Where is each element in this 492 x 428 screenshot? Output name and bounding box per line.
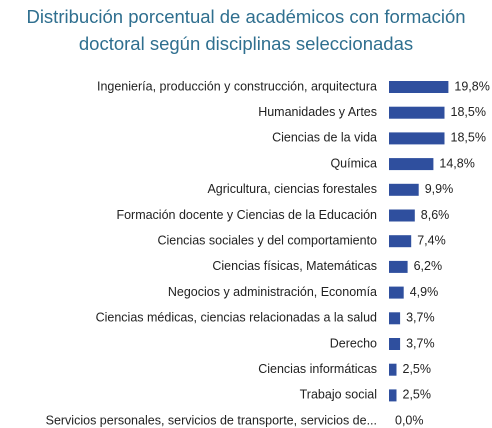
bar: [389, 209, 415, 222]
bar: [389, 81, 449, 93]
value-label: 6,2%: [414, 259, 443, 273]
bar: [389, 312, 401, 325]
value-label: 9,9%: [425, 182, 454, 196]
value-label: 3,7%: [406, 336, 435, 350]
bar: [389, 106, 445, 119]
category-label: Ciencias físicas, Matemáticas: [212, 259, 377, 273]
category-label: Derecho: [330, 336, 377, 350]
category-label: Ingeniería, producción y construcción, a…: [97, 79, 377, 93]
chart-title: doctoral según disciplinas seleccionadas: [79, 33, 413, 54]
category-label: Ciencias informáticas: [258, 362, 377, 376]
value-label: 7,4%: [417, 233, 446, 247]
category-label: Ciencias de la vida: [272, 131, 377, 145]
category-label: Química: [330, 156, 377, 170]
category-label: Ciencias médicas, ciencias relacionadas …: [96, 311, 377, 325]
value-label: 14,8%: [439, 156, 474, 170]
value-label: 2,5%: [403, 388, 432, 402]
chart-title: Distribución porcentual de académicos co…: [26, 6, 465, 27]
bar: [389, 235, 412, 248]
value-label: 19,8%: [454, 79, 489, 93]
category-label: Negocios y administración, Economía: [168, 285, 377, 299]
bar: [389, 132, 445, 145]
value-label: 3,7%: [406, 311, 435, 325]
category-label: Ciencias sociales y del comportamiento: [157, 233, 377, 247]
bar: [389, 389, 397, 402]
bar: [389, 286, 404, 299]
bar: [389, 158, 434, 171]
category-label: Trabajo social: [300, 388, 377, 402]
value-label: 0,0%: [395, 413, 424, 427]
value-label: 18,5%: [451, 131, 486, 145]
value-label: 4,9%: [410, 285, 439, 299]
category-label: Humanidades y Artes: [258, 105, 377, 119]
value-label: 2,5%: [403, 362, 432, 376]
bar: [389, 183, 419, 196]
bar: [389, 363, 397, 376]
category-label: Servicios personales, servicios de trans…: [46, 413, 377, 427]
value-label: 8,6%: [421, 208, 450, 222]
category-label: Formación docente y Ciencias de la Educa…: [116, 208, 377, 222]
bar: [389, 260, 408, 273]
category-label: Agricultura, ciencias forestales: [207, 182, 377, 196]
value-label: 18,5%: [451, 105, 486, 119]
bar: [389, 338, 401, 350]
